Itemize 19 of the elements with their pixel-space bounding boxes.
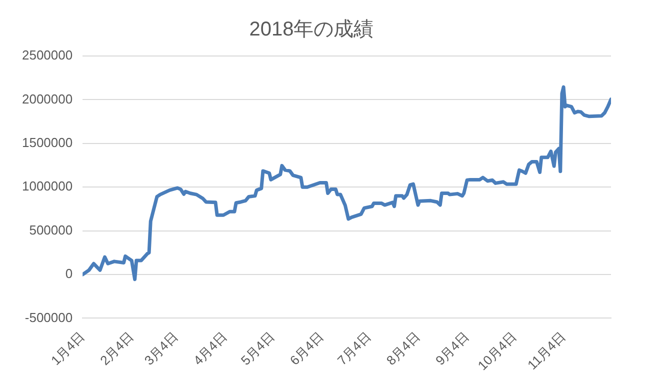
x-tick-label: 4月4日 xyxy=(190,328,230,368)
x-tick-label: 3月4日 xyxy=(141,328,181,368)
x-tick-label: 10月4日 xyxy=(474,328,520,374)
chart-title: 2018年の成績 xyxy=(249,18,374,41)
y-tick-label: 1500000 xyxy=(22,134,73,150)
x-tick-label: 11月4日 xyxy=(524,328,568,372)
y-tick-label: 2500000 xyxy=(22,48,73,63)
x-tick-label: 5月4日 xyxy=(238,328,278,368)
x-tick-label: 8月4日 xyxy=(383,328,423,368)
x-tick-label: 2月4日 xyxy=(97,328,136,368)
x-tick-label: 7月4日 xyxy=(334,328,374,368)
x-tick-label: 1月4日 xyxy=(48,328,88,368)
y-tick-label: 500000 xyxy=(29,222,73,238)
y-tick-label: 1000000 xyxy=(22,178,73,194)
y-tick-label: 2000000 xyxy=(22,91,73,106)
y-tick-label: -500000 xyxy=(24,310,73,325)
x-tick-label: 9月4日 xyxy=(432,328,472,368)
y-tick-label: 0 xyxy=(65,266,73,282)
x-tick-label: 6月4日 xyxy=(286,328,326,368)
